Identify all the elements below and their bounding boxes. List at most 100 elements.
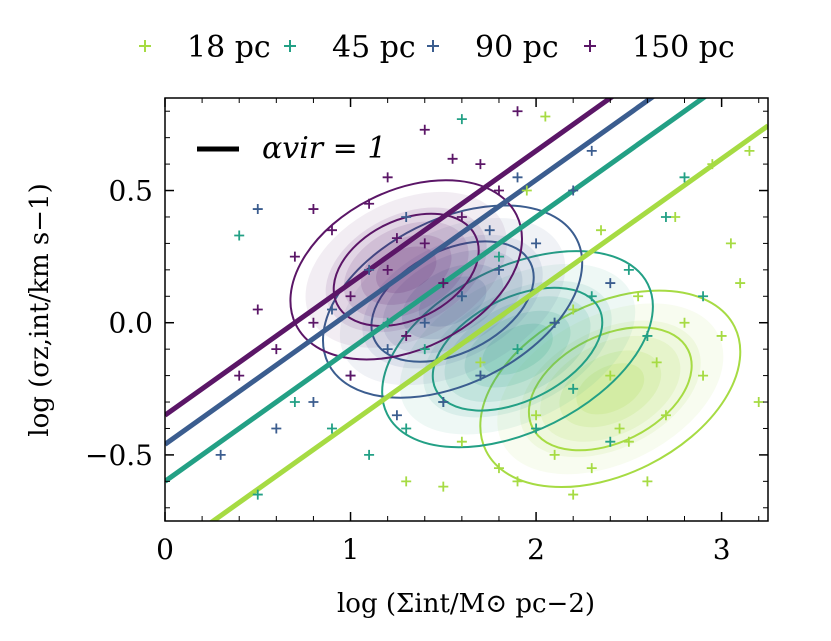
point-150-pc: [391, 233, 402, 244]
fit-line-150-pc: [165, 98, 615, 418]
alpha-vir-annotation: αvir = 1: [197, 131, 386, 166]
legend-item-150-pc: 150 pc: [584, 30, 735, 65]
x-tick-label: 0: [156, 533, 174, 566]
point-150-pc: [447, 153, 458, 164]
point-45-pc: [493, 251, 504, 262]
point-150-pc: [475, 159, 486, 170]
fit-line-90-pc: [165, 98, 656, 447]
point-45-pc: [456, 114, 467, 125]
legend-item-90-pc: 90 pc: [427, 30, 559, 65]
density-contour-45-pc: [431, 286, 604, 412]
legend-label-90-pc: 90 pc: [475, 30, 559, 65]
density-contours: [289, 179, 742, 489]
point-90-pc: [549, 317, 560, 328]
point-90-pc: [586, 145, 597, 156]
point-45-pc: [364, 449, 375, 460]
axis-ticks: [164, 98, 768, 521]
point-150-pc: [345, 291, 356, 302]
point-18-pc: [725, 238, 736, 249]
point-90-pc: [605, 278, 616, 289]
point-18-pc: [698, 370, 709, 381]
point-45-pc: [642, 330, 653, 341]
fit-line-18-pc: [208, 123, 768, 521]
point-18-pc: [679, 317, 690, 328]
point-18-pc: [521, 185, 532, 196]
point-18-pc: [716, 330, 727, 341]
point-90-pc: [364, 264, 375, 275]
density-18-pc: [479, 289, 742, 489]
point-18-pc: [493, 463, 504, 474]
point-90-pc: [568, 185, 579, 196]
legend-marker-45-pc: [284, 40, 296, 52]
point-90-pc: [326, 304, 337, 315]
point-90-pc: [419, 317, 430, 328]
point-18-pc: [512, 476, 523, 487]
point-18-pc: [586, 463, 597, 474]
points-150-pc: [234, 106, 523, 381]
point-45-pc: [568, 383, 579, 394]
point-90-pc: [252, 204, 263, 215]
point-90-pc: [438, 397, 449, 408]
point-18-pc: [596, 225, 607, 236]
point-45-pc: [326, 423, 337, 434]
point-150-pc: [252, 304, 263, 315]
legend-label-18-pc: 18 pc: [187, 30, 271, 65]
point-150-pc: [326, 225, 337, 236]
point-90-pc: [382, 344, 393, 355]
point-150-pc: [401, 330, 412, 341]
point-18-pc: [614, 423, 625, 434]
fit-line-45-pc: [165, 98, 708, 484]
point-18-pc: [456, 436, 467, 447]
point-18-pc: [475, 357, 486, 368]
point-150-pc: [308, 317, 319, 328]
legend: 18 pc 45 pc 90 pc 150 pc: [139, 30, 735, 65]
point-18-pc: [549, 449, 560, 460]
point-18-pc: [642, 476, 653, 487]
point-45-pc: [401, 423, 412, 434]
point-18-pc: [568, 304, 579, 315]
point-18-pc: [753, 397, 764, 408]
point-90-pc: [271, 423, 282, 434]
x-axis-label: log (Σint/M⊙ pc−2): [337, 589, 595, 619]
point-90-pc: [215, 449, 226, 460]
points-90-pc: [215, 145, 616, 460]
fit-lines: [165, 98, 768, 521]
legend-item-18-pc: 18 pc: [139, 30, 271, 65]
point-90-pc: [512, 172, 523, 183]
point-150-pc: [419, 238, 430, 249]
point-45-pc: [289, 397, 300, 408]
points-18-pc: [401, 111, 764, 500]
point-18-pc: [605, 370, 616, 381]
point-45-pc: [512, 344, 523, 355]
density-level-18-pc: [576, 363, 645, 415]
density-level-18-pc: [559, 350, 662, 428]
density-level-18-pc: [540, 335, 681, 442]
x-tick-label: 1: [342, 533, 360, 566]
point-90-pc: [308, 397, 319, 408]
data-points: [215, 106, 764, 500]
point-18-pc: [670, 211, 681, 222]
point-45-pc: [623, 264, 634, 275]
point-18-pc: [633, 291, 644, 302]
point-90-pc: [493, 264, 504, 275]
point-150-pc: [419, 124, 430, 135]
point-45-pc: [679, 172, 690, 183]
point-150-pc: [493, 185, 504, 196]
legend-marker-90-pc: [427, 40, 439, 52]
point-45-pc: [660, 211, 671, 222]
point-150-pc: [308, 204, 319, 215]
plot-frame: [164, 97, 769, 522]
point-150-pc: [382, 172, 393, 183]
point-18-pc: [651, 357, 662, 368]
point-90-pc: [456, 291, 467, 302]
x-tick-label: 2: [527, 533, 545, 566]
point-18-pc: [623, 436, 634, 447]
legend-label-150-pc: 150 pc: [632, 30, 735, 65]
point-150-pc: [271, 344, 282, 355]
legend-marker-150-pc: [584, 40, 596, 52]
point-90-pc: [475, 370, 486, 381]
point-150-pc: [512, 106, 523, 117]
legend-marker-18-pc: [139, 40, 151, 52]
y-axis-label: log (σz,int/km s−1): [25, 183, 55, 437]
point-45-pc: [531, 423, 542, 434]
